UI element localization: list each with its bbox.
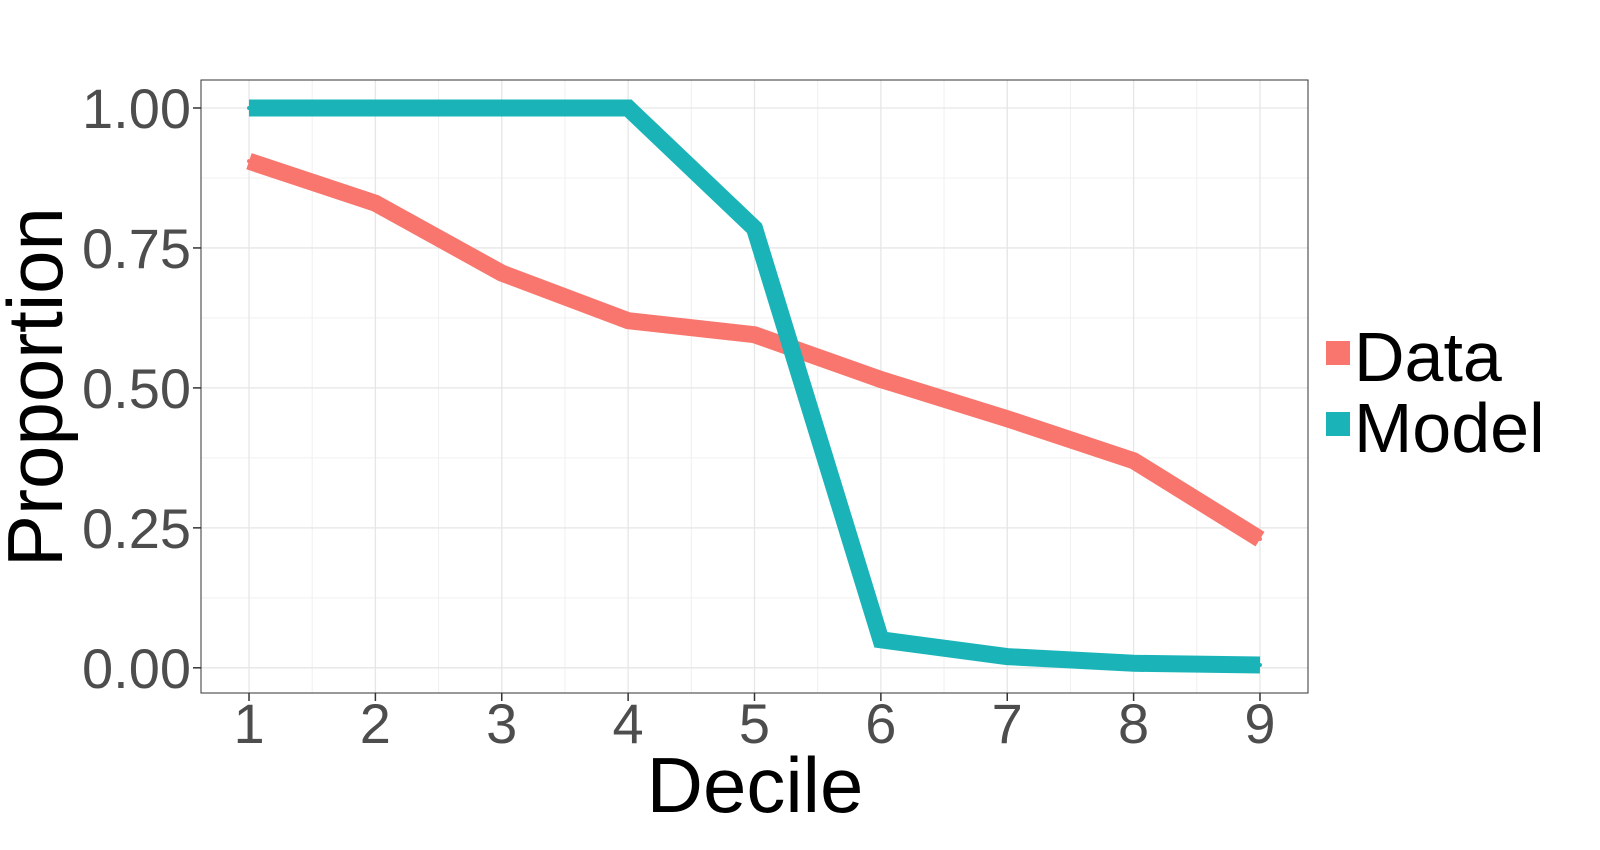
data-point-data — [1257, 537, 1262, 542]
data-point-model — [373, 105, 378, 110]
data-point-model — [1131, 661, 1136, 666]
legend-key-model — [1326, 412, 1350, 436]
x-tick-label: 4 — [613, 692, 644, 755]
x-axis-ticks — [248, 693, 1261, 701]
data-point-data — [499, 271, 504, 276]
x-tick-label: 2 — [360, 692, 391, 755]
x-axis-tick-labels: 1 2 3 4 5 6 7 8 9 — [233, 692, 1275, 755]
x-tick-label: 1 — [233, 692, 264, 755]
x-tick-label: 8 — [1118, 692, 1149, 755]
legend-key-data — [1326, 341, 1350, 365]
y-axis-ticks — [193, 107, 201, 669]
data-point-model — [1005, 654, 1010, 659]
x-tick-label: 3 — [486, 692, 517, 755]
legend-label-data: Data — [1354, 318, 1502, 396]
data-point-data — [373, 201, 378, 206]
y-tick-label: 1.00 — [82, 77, 191, 140]
x-tick-label: 6 — [865, 692, 896, 755]
data-point-model — [878, 637, 883, 642]
x-tick-label: 5 — [739, 692, 770, 755]
data-point-model — [247, 105, 252, 110]
series-lines — [246, 99, 1265, 674]
data-point-model — [626, 105, 631, 110]
legend-label-model: Model — [1354, 389, 1545, 467]
y-tick-label: 0.50 — [82, 357, 191, 420]
data-point-data — [752, 332, 757, 337]
data-point-data — [1005, 416, 1010, 421]
data-point-data — [878, 377, 883, 382]
x-tick-label: 7 — [992, 692, 1023, 755]
y-tick-label: 0.00 — [82, 637, 191, 700]
data-point-data — [247, 159, 252, 164]
data-point-data — [626, 318, 631, 323]
data-point-model — [752, 226, 757, 231]
y-tick-label: 0.25 — [82, 497, 191, 560]
y-axis-title: Proportion — [0, 207, 79, 567]
y-axis-tick-labels: 0.00 0.25 0.50 0.75 1.00 — [82, 77, 191, 700]
x-tick-label: 9 — [1244, 692, 1275, 755]
data-point-model — [499, 105, 504, 110]
data-point-data — [1131, 458, 1136, 463]
y-tick-label: 0.75 — [82, 217, 191, 280]
x-axis-title: Decile — [647, 741, 864, 829]
data-point-model — [1257, 663, 1262, 668]
